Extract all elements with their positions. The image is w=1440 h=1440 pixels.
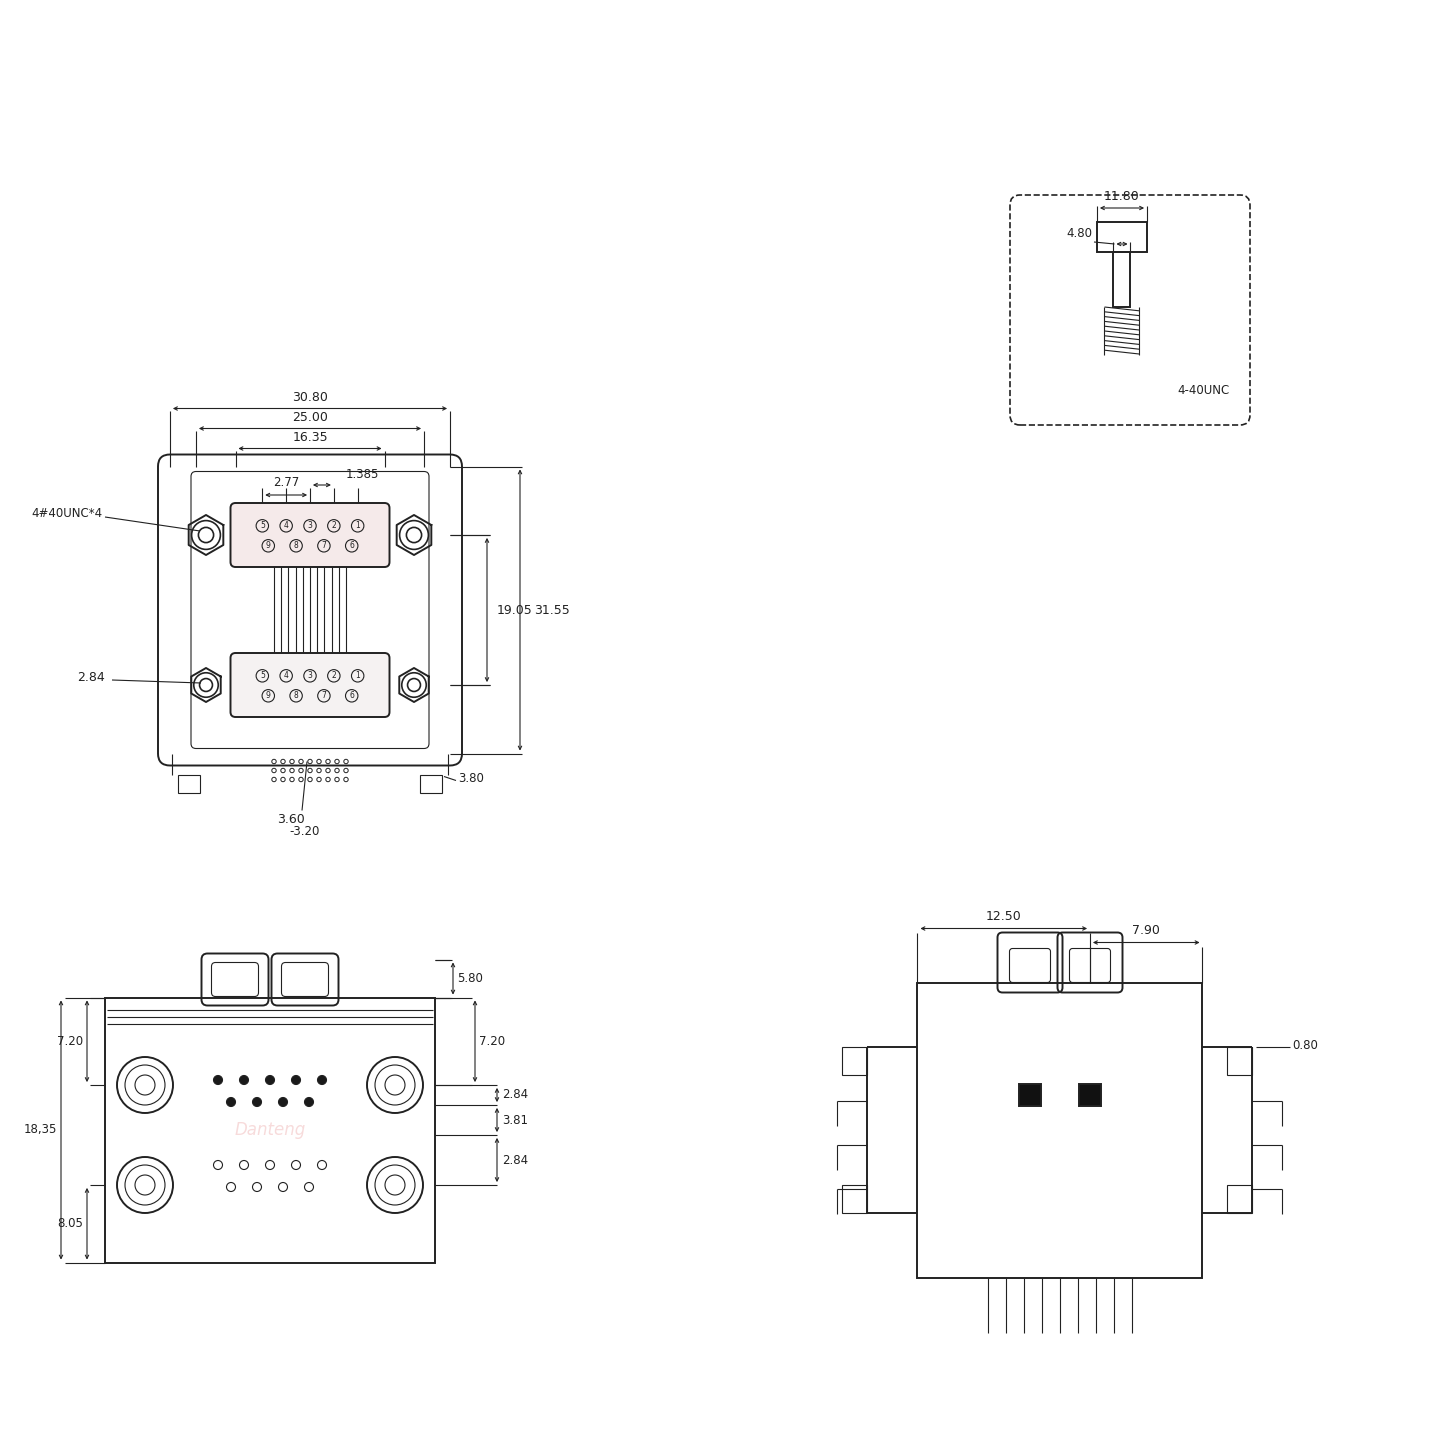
Circle shape — [317, 1076, 327, 1084]
Circle shape — [252, 1097, 262, 1106]
Circle shape — [239, 1076, 249, 1084]
Text: 4#40UNC*4: 4#40UNC*4 — [30, 507, 102, 520]
Text: 6: 6 — [350, 541, 354, 550]
Text: 16.35: 16.35 — [292, 431, 328, 444]
FancyBboxPatch shape — [230, 503, 389, 567]
Text: 5.80: 5.80 — [456, 972, 482, 985]
Bar — [1020, 1084, 1041, 1106]
Text: 3.80: 3.80 — [458, 772, 484, 785]
Bar — [1227, 1047, 1253, 1076]
Bar — [1097, 222, 1148, 252]
Text: 12.50: 12.50 — [986, 910, 1021, 923]
Bar — [1113, 252, 1130, 307]
Text: 2: 2 — [331, 671, 336, 680]
Text: 1: 1 — [356, 521, 360, 530]
Text: 30.80: 30.80 — [292, 390, 328, 403]
Text: 5: 5 — [259, 521, 265, 530]
Text: 18,35: 18,35 — [23, 1123, 58, 1136]
Circle shape — [278, 1097, 288, 1106]
Bar — [420, 775, 442, 792]
Circle shape — [291, 1076, 301, 1084]
Text: 11.80: 11.80 — [1104, 190, 1140, 203]
Text: 7.20: 7.20 — [56, 1035, 84, 1048]
Text: 1: 1 — [356, 671, 360, 680]
Bar — [1079, 1084, 1102, 1106]
Text: 7.90: 7.90 — [1132, 923, 1161, 936]
Text: 8: 8 — [294, 541, 298, 550]
Text: 19.05: 19.05 — [497, 603, 533, 616]
Text: 3: 3 — [308, 521, 312, 530]
Text: 2: 2 — [331, 521, 336, 530]
Text: Danteng: Danteng — [235, 1120, 305, 1139]
Circle shape — [265, 1076, 275, 1084]
Text: 31.55: 31.55 — [534, 603, 570, 616]
Bar — [917, 982, 1202, 1277]
Text: 4.80: 4.80 — [1066, 228, 1092, 240]
Text: 0.80: 0.80 — [1293, 1038, 1319, 1051]
Circle shape — [304, 1097, 314, 1106]
Bar — [842, 1047, 867, 1076]
Text: 2.84: 2.84 — [78, 671, 105, 684]
Text: 3.81: 3.81 — [503, 1113, 528, 1126]
Text: 9: 9 — [266, 691, 271, 700]
Text: 7.20: 7.20 — [480, 1035, 505, 1048]
Text: 7: 7 — [321, 691, 327, 700]
Text: -3.20: -3.20 — [289, 825, 320, 838]
Text: 2.84: 2.84 — [503, 1089, 528, 1102]
Text: 4: 4 — [284, 671, 288, 680]
Bar — [179, 775, 200, 792]
Text: 6: 6 — [350, 691, 354, 700]
Text: 4: 4 — [284, 521, 288, 530]
Text: 3.60: 3.60 — [278, 812, 305, 825]
Text: 2.84: 2.84 — [503, 1153, 528, 1166]
Text: 7: 7 — [321, 541, 327, 550]
Text: 2.77: 2.77 — [274, 477, 300, 490]
Bar — [1227, 1185, 1253, 1212]
Circle shape — [226, 1097, 236, 1106]
Bar — [842, 1185, 867, 1212]
Circle shape — [213, 1076, 223, 1084]
Text: 8.05: 8.05 — [58, 1217, 84, 1230]
Text: 25.00: 25.00 — [292, 410, 328, 423]
Text: 8: 8 — [294, 691, 298, 700]
Text: 4-40UNC: 4-40UNC — [1178, 384, 1230, 397]
Text: 5: 5 — [259, 671, 265, 680]
Text: 9: 9 — [266, 541, 271, 550]
FancyBboxPatch shape — [230, 652, 389, 717]
Bar — [105, 998, 435, 1263]
Text: 1.385: 1.385 — [346, 468, 379, 481]
Text: 3: 3 — [308, 671, 312, 680]
